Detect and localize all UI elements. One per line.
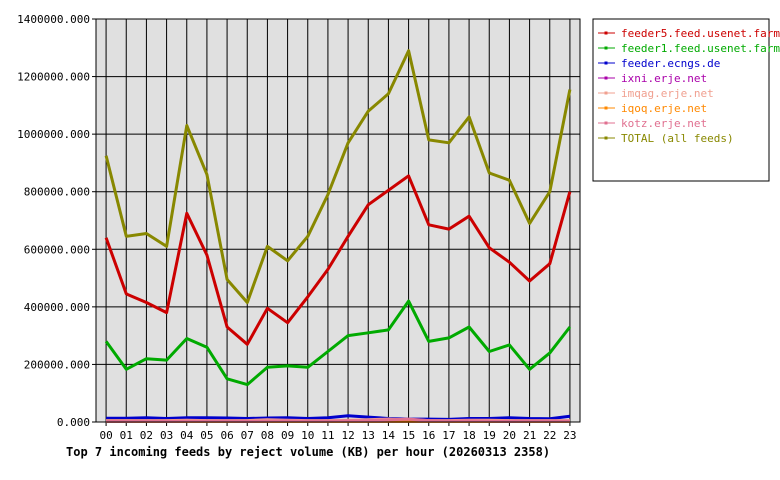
legend-marker: [604, 61, 608, 65]
x-tick-label: 06: [220, 429, 233, 442]
x-tick-label: 08: [261, 429, 274, 442]
series-line: [104, 174, 572, 346]
x-tick-label: 10: [301, 429, 314, 442]
legend-box: [592, 18, 770, 182]
x-tick-label: 05: [200, 429, 213, 442]
legend-marker: [604, 106, 608, 110]
series-lines: [104, 49, 572, 423]
x-tick-label: 09: [281, 429, 294, 442]
x-tick-label: 18: [462, 429, 475, 442]
x-tick-label: 11: [321, 429, 334, 442]
y-tick-label: 600000.000: [24, 243, 90, 256]
y-tick-label: 1000000.000: [17, 128, 90, 141]
legend-label: TOTAL (all feeds): [621, 132, 734, 145]
x-axis: 00 01 02 03 04 05 06 07 08 09 10 11 12 13 14 15 16 17 18 19…: [99, 422, 577, 442]
series-line: [104, 299, 572, 387]
x-tick-label: 23: [563, 429, 576, 442]
series-line: [104, 49, 572, 304]
x-tick-label: 20: [503, 429, 516, 442]
legend-marker: [604, 136, 608, 140]
legend-marker: [604, 91, 608, 95]
legend-marker: [604, 46, 608, 50]
x-tick-label: 22: [543, 429, 556, 442]
y-tick-label: 1200000.000: [17, 71, 90, 84]
plot-border: [95, 18, 581, 423]
y-tick-label: 800000.000: [24, 186, 90, 199]
y-tick-label: 200000.000: [24, 358, 90, 371]
x-tick-label: 13: [362, 429, 375, 442]
x-tick-label: 02: [140, 429, 153, 442]
legend-label: iqoq.erje.net: [621, 102, 707, 115]
y-tick-label: 400000.000: [24, 301, 90, 314]
legend-marker: [604, 121, 608, 125]
x-tick-label: 07: [241, 429, 254, 442]
y-axis: 0.000 200000.000 400000.000 600000.000 80000…: [17, 13, 96, 429]
x-tick-label: 19: [483, 429, 496, 442]
legend-label: kotz.erje.net: [621, 117, 707, 130]
legend-label: ixni.erje.net: [621, 72, 707, 85]
series-line: [106, 414, 571, 421]
legend-label: feeder1.feed.usenet.farm: [621, 42, 780, 55]
x-tick-label: 12: [341, 429, 354, 442]
x-tick-label: 00: [99, 429, 112, 442]
x-tick-label: 04: [180, 429, 194, 442]
legend-label: feeder5.feed.usenet.farm: [621, 27, 780, 40]
legend-label: imqag.erje.net: [621, 87, 714, 100]
legend-marker: [604, 76, 608, 80]
x-tick-label: 03: [160, 429, 173, 442]
x-tick-label: 01: [120, 429, 133, 442]
legend-label: feeder.ecngs.de: [621, 57, 720, 70]
x-tick-label: 17: [442, 429, 455, 442]
legend-marker: [604, 31, 608, 35]
series-line: [106, 417, 570, 423]
chart-title: Top 7 incoming feeds by reject volume (K…: [66, 445, 550, 459]
legend: feeder5.feed.usenet.farm feeder1.feed.use…: [592, 18, 780, 182]
plot-area: [96, 19, 580, 422]
x-tick-label: 15: [402, 429, 415, 442]
y-tick-label: 0.000: [57, 416, 90, 429]
x-tick-label: 16: [422, 429, 435, 442]
x-tick-label: 14: [382, 429, 396, 442]
x-tick-label: 21: [523, 429, 536, 442]
y-tick-label: 1400000.000: [17, 13, 90, 26]
